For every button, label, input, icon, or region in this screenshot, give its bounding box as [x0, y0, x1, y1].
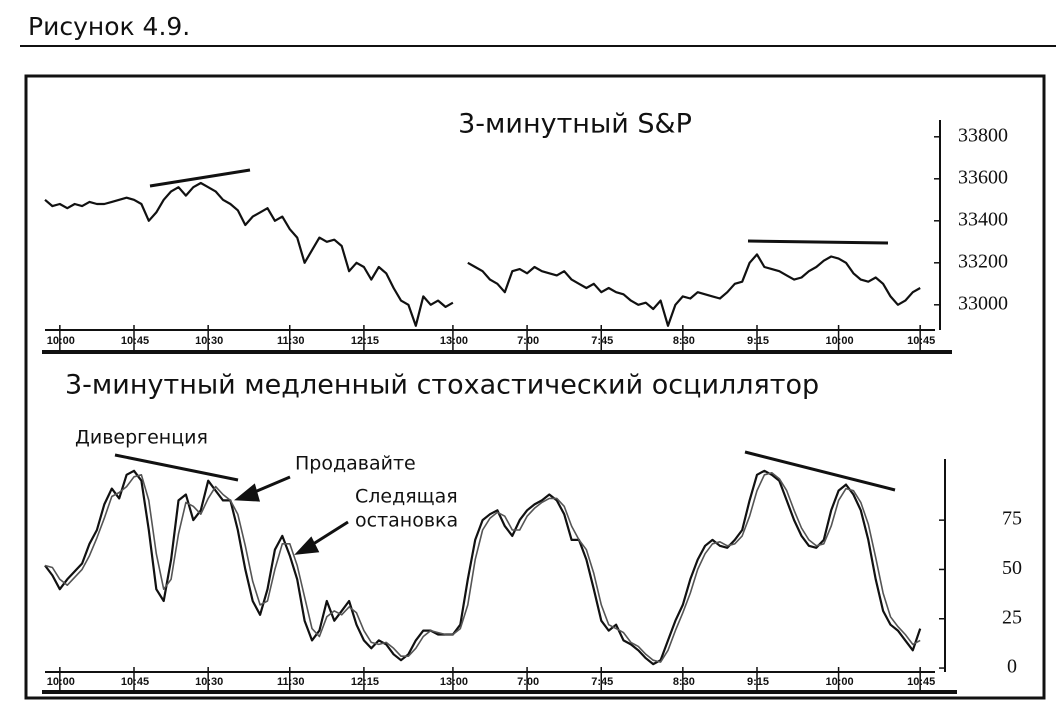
- x-tick-label: 10:45: [121, 335, 149, 347]
- x-tick-label: 10:45: [121, 676, 149, 688]
- trend-lines: [114, 168, 896, 555]
- annotation: Следящая: [355, 486, 458, 508]
- y-tick-label: 33400: [958, 208, 1008, 230]
- arrow: [309, 520, 349, 548]
- annotation: Дивергенция: [75, 427, 208, 449]
- y-tick-label: 50: [1002, 557, 1022, 579]
- frame: [24, 74, 1046, 700]
- y-tick-label: 33200: [958, 250, 1008, 272]
- y-tick-label: 33600: [958, 166, 1008, 188]
- arrow-head: [234, 483, 261, 502]
- annotation: остановка: [355, 510, 458, 532]
- x-tick-label: 9:15: [747, 676, 769, 688]
- x-tick-label: 9:15: [747, 335, 769, 347]
- x-tick-label: 10:00: [47, 335, 75, 347]
- arrow-head: [294, 536, 320, 555]
- x-tick-label: 7:00: [517, 676, 539, 688]
- x-tick-label: 7:45: [591, 676, 613, 688]
- x-tick-label: 11:30: [277, 676, 305, 688]
- data-line: [44, 181, 921, 327]
- x-tick-label: 12:15: [351, 335, 379, 347]
- data-line: [44, 469, 922, 666]
- x-tick-label: 10:00: [826, 335, 854, 347]
- y-tick-label: 33000: [958, 292, 1008, 314]
- x-tick-label: 8:30: [673, 676, 695, 688]
- x-tick-label: 11:30: [277, 335, 305, 347]
- x-tick-label: 13:00: [440, 335, 468, 347]
- x-tick-label: 10:30: [195, 335, 223, 347]
- chart-title: 3-минутный S&P: [458, 109, 692, 140]
- trend-line: [747, 239, 889, 245]
- x-tick-label: 10:30: [195, 676, 223, 688]
- trend-line: [114, 453, 239, 482]
- x-tick-label: 12:15: [351, 676, 379, 688]
- y-tick-label: 25: [1002, 606, 1022, 628]
- y-tick-label: 75: [1002, 508, 1022, 530]
- x-tick-label: 10:00: [47, 676, 75, 688]
- x-tick-label: 7:00: [517, 335, 539, 347]
- figure-label: Рисунок 4.9.: [28, 12, 190, 41]
- x-tick-label: 10:45: [907, 676, 935, 688]
- chart-title: 3-минутный медленный стохастический осци…: [65, 370, 819, 401]
- y-tick-label: 33800: [958, 124, 1008, 146]
- x-tick-label: 7:45: [591, 335, 613, 347]
- data-line: [44, 472, 921, 663]
- x-tick-label: 13:00: [440, 676, 468, 688]
- y-tick-label: 0: [1007, 656, 1017, 678]
- annotation: Продавайте: [295, 453, 416, 475]
- trend-line: [744, 450, 896, 492]
- x-tick-label: 8:30: [673, 335, 695, 347]
- x-tick-label: 10:45: [907, 335, 935, 347]
- trend-line: [149, 168, 251, 188]
- x-tick-label: 10:00: [826, 676, 854, 688]
